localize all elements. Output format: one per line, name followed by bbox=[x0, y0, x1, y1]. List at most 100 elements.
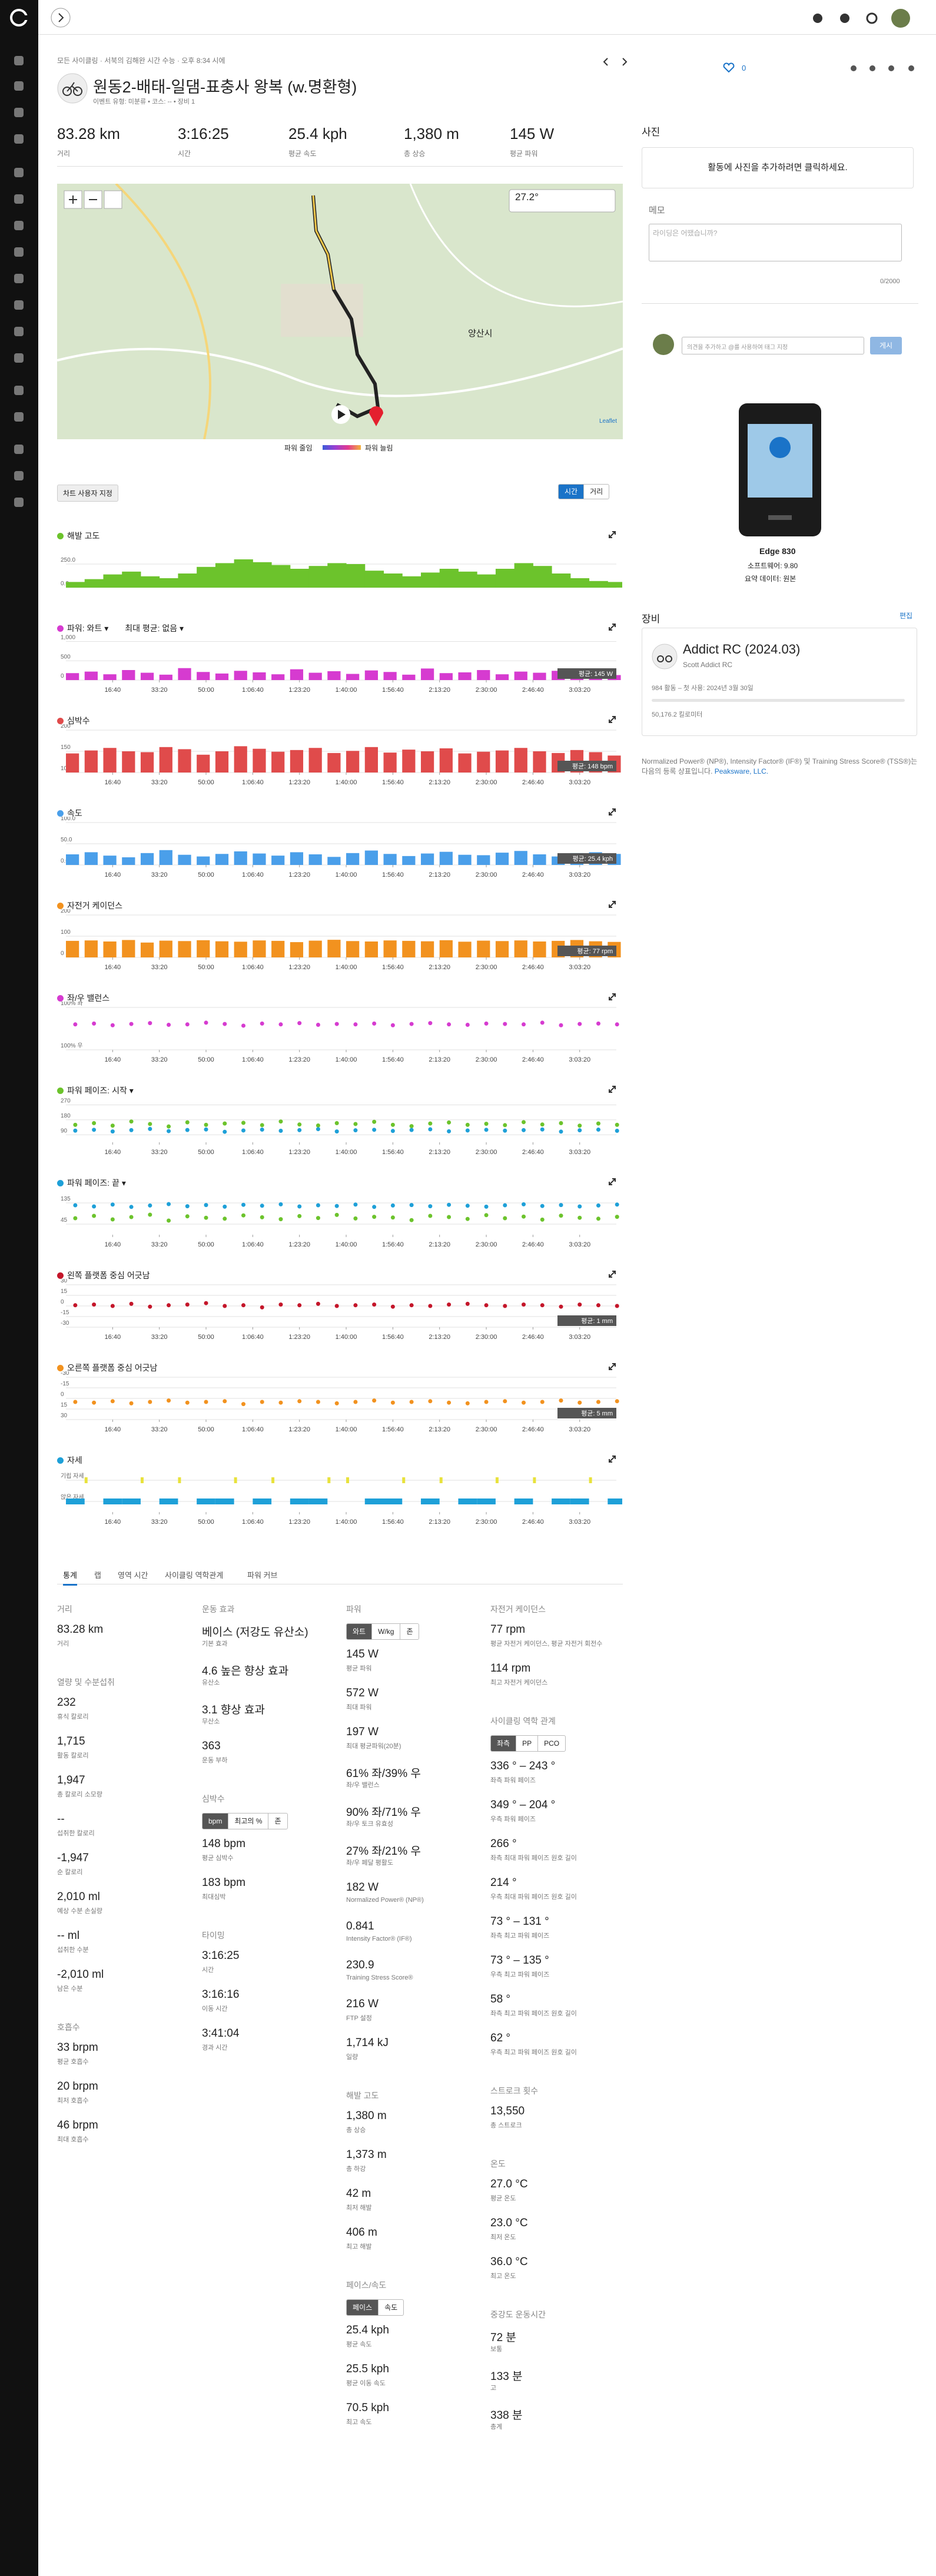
nav-icon[interactable] bbox=[14, 412, 24, 422]
expand-icon[interactable] bbox=[608, 715, 617, 724]
photos-add[interactable]: 활동에 사진을 추가하려면 클릭하세요. bbox=[642, 147, 914, 188]
nav-icon[interactable] bbox=[14, 108, 24, 117]
toggle-option[interactable]: 존 bbox=[406, 1627, 413, 1636]
unit-toggle[interactable]: 좌측 PP PCO bbox=[490, 1735, 566, 1752]
nav-icon[interactable] bbox=[14, 327, 24, 336]
avg-badge-text: 평균: 5 mm bbox=[581, 1410, 613, 1417]
tab[interactable]: 통계 bbox=[63, 1569, 77, 1586]
toggle-time[interactable]: 시간 bbox=[559, 485, 585, 499]
point bbox=[92, 1128, 97, 1132]
expand-icon[interactable] bbox=[608, 1177, 617, 1186]
expand-icon[interactable] bbox=[608, 530, 617, 539]
toggle-option[interactable]: PP bbox=[516, 1736, 539, 1751]
post-button[interactable]: 게시 bbox=[870, 337, 902, 354]
toggle-option[interactable]: 최고의 % bbox=[228, 1814, 269, 1829]
expand-icon[interactable] bbox=[608, 1269, 617, 1279]
map[interactable] bbox=[57, 184, 623, 439]
breadcrumb[interactable]: 모든 사이클링 · 서북의 김해완 시간 수능 · 오후 8:34 시에 bbox=[57, 57, 225, 65]
point bbox=[129, 1401, 134, 1405]
posture-segment bbox=[159, 1498, 178, 1504]
nav-icon[interactable] bbox=[14, 56, 24, 65]
stat-value: 197 W bbox=[346, 1726, 379, 1738]
sidebar bbox=[0, 0, 38, 2576]
collapse-button[interactable] bbox=[50, 7, 71, 28]
point bbox=[334, 1129, 339, 1134]
area-segment bbox=[346, 564, 366, 588]
y-tick-label: 180 bbox=[61, 1113, 71, 1119]
toggle-option[interactable]: bpm bbox=[203, 1814, 229, 1829]
area-segment bbox=[570, 578, 590, 588]
expand-icon[interactable] bbox=[608, 1085, 617, 1094]
x-tick-label: 2:30:00 bbox=[476, 1426, 497, 1433]
toggle-option[interactable]: 존 bbox=[274, 1817, 281, 1825]
bar bbox=[178, 749, 191, 773]
nav-icon[interactable] bbox=[14, 168, 24, 177]
divider bbox=[642, 303, 918, 304]
y-tick-label: 0 bbox=[61, 950, 64, 957]
nav-icon[interactable] bbox=[14, 300, 24, 310]
prev-next[interactable] bbox=[600, 56, 630, 68]
top-icons[interactable] bbox=[809, 9, 927, 28]
posture-segment bbox=[402, 1477, 406, 1483]
axis-toggle[interactable]: 시간 거리 bbox=[558, 484, 610, 499]
point bbox=[522, 1302, 526, 1307]
stat-label: 평균 호흡수 bbox=[57, 2058, 89, 2066]
expand-icon[interactable] bbox=[608, 807, 617, 817]
like-icon[interactable] bbox=[723, 62, 735, 73]
toggle-option[interactable]: 페이스 bbox=[347, 2300, 379, 2315]
footnote-link[interactable]: Peaksware, LLC. bbox=[714, 767, 769, 775]
expand-icon[interactable] bbox=[608, 992, 617, 1002]
section-title: 타이밍 bbox=[202, 1929, 225, 1941]
nav-icon[interactable] bbox=[14, 386, 24, 395]
bar bbox=[383, 672, 397, 680]
comment-input[interactable]: 의견을 추가하고 @를 사용하여 태그 지정 bbox=[682, 337, 864, 354]
nav-icon[interactable] bbox=[14, 221, 24, 230]
nav-icon[interactable] bbox=[14, 445, 24, 454]
toggle-option[interactable]: W/kg bbox=[372, 1624, 401, 1639]
action-icons[interactable] bbox=[848, 62, 918, 74]
bar bbox=[495, 941, 509, 957]
tab[interactable]: 랩 bbox=[94, 1571, 101, 1580]
expand-icon[interactable] bbox=[608, 900, 617, 909]
nav-icon[interactable] bbox=[14, 274, 24, 283]
toggle-option[interactable]: 속도 bbox=[384, 2303, 398, 2312]
expand-icon[interactable] bbox=[608, 1362, 617, 1371]
toggle-option[interactable]: 와트 bbox=[347, 1624, 373, 1639]
bar bbox=[533, 854, 546, 865]
notes-input[interactable]: 라이딩은 어땠습니까? bbox=[649, 224, 902, 261]
expand-icon[interactable] bbox=[608, 622, 617, 632]
toggle-distance[interactable]: 거리 bbox=[590, 488, 603, 496]
nav-icon[interactable] bbox=[14, 194, 24, 204]
chart-subtitle[interactable]: 최대 평균: 없음 ▾ bbox=[125, 624, 184, 633]
point bbox=[297, 1204, 302, 1209]
bar bbox=[234, 746, 247, 773]
unit-toggle[interactable]: bpm 최고의 % 존 bbox=[202, 1813, 288, 1829]
nav-icon[interactable] bbox=[14, 247, 24, 257]
y-tick-label: 15 bbox=[61, 1288, 68, 1295]
nav-icon[interactable] bbox=[14, 134, 24, 144]
unit-toggle[interactable]: 페이스 속도 bbox=[346, 2299, 404, 2316]
expand-icon[interactable] bbox=[608, 1454, 617, 1464]
tab[interactable]: 파워 커브 bbox=[247, 1571, 278, 1580]
nav-icon[interactable] bbox=[14, 498, 24, 507]
stat-value: 27% 좌/21% 우 bbox=[346, 1845, 421, 1858]
nav-icon[interactable] bbox=[14, 353, 24, 363]
toggle-option[interactable]: PCO bbox=[544, 1739, 560, 1748]
gear-card[interactable] bbox=[642, 628, 917, 736]
point bbox=[223, 1204, 227, 1209]
stat-label: Training Stress Score® bbox=[346, 1974, 413, 1981]
bar bbox=[383, 854, 397, 865]
gear-edit[interactable]: 편집 bbox=[900, 612, 913, 620]
customize-button[interactable]: 차트 사용자 지정 bbox=[57, 485, 118, 502]
x-tick-label: 1:23:20 bbox=[288, 1241, 310, 1248]
nav-icon[interactable] bbox=[14, 81, 24, 91]
bar bbox=[346, 941, 360, 957]
tab[interactable]: 영역 시간 bbox=[118, 1571, 148, 1580]
point bbox=[484, 1122, 489, 1126]
unit-toggle[interactable]: 와트 W/kg 존 bbox=[346, 1623, 420, 1640]
point bbox=[465, 1216, 470, 1221]
x-tick-label: 2:30:00 bbox=[476, 1149, 497, 1156]
nav-icon[interactable] bbox=[14, 471, 24, 480]
tab[interactable]: 사이클링 역학관계 bbox=[165, 1571, 224, 1580]
toggle-option[interactable]: 좌측 bbox=[491, 1736, 517, 1751]
